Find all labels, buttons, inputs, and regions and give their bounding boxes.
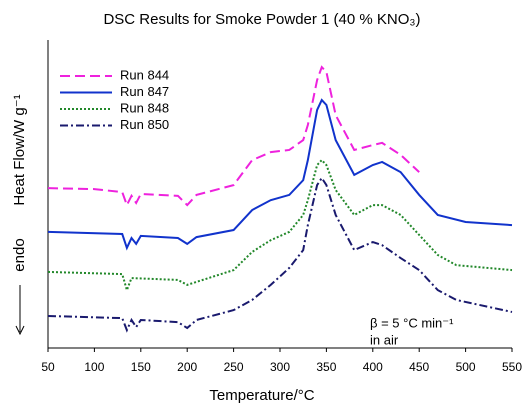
endo-label: endo — [11, 238, 28, 271]
legend-label: Run 847 — [120, 84, 169, 99]
chart-title: DSC Results for Smoke Powder 1 (40 % KNO… — [103, 11, 420, 28]
annotation: in air — [370, 332, 399, 347]
y-axis-label: Heat Flow/W g⁻¹ — [11, 94, 28, 205]
data-line — [47, 98, 513, 251]
legend-label: Run 848 — [120, 100, 169, 115]
endo-arrow-head — [15, 325, 25, 336]
x-tick-label: 200 — [177, 360, 197, 374]
x-tick-label: 500 — [456, 360, 476, 374]
x-axis-label: Temperature/°C — [209, 387, 314, 404]
annotation: β = 5 °C min⁻¹ — [370, 315, 454, 330]
x-tick-label: 250 — [224, 360, 244, 374]
x-tick-label: 550 — [502, 360, 522, 374]
legend-label: Run 850 — [120, 117, 169, 132]
x-tick-label: 450 — [409, 360, 429, 374]
data-line — [47, 65, 420, 208]
x-tick-label: 50 — [41, 360, 55, 374]
x-tick-label: 300 — [270, 360, 290, 374]
data-line — [47, 176, 513, 333]
x-tick-label: 350 — [316, 360, 336, 374]
legend-label: Run 844 — [120, 67, 169, 82]
x-tick-label: 150 — [131, 360, 151, 374]
x-tick-label: 400 — [363, 360, 383, 374]
x-tick-label: 100 — [84, 360, 104, 374]
data-line — [47, 158, 513, 294]
